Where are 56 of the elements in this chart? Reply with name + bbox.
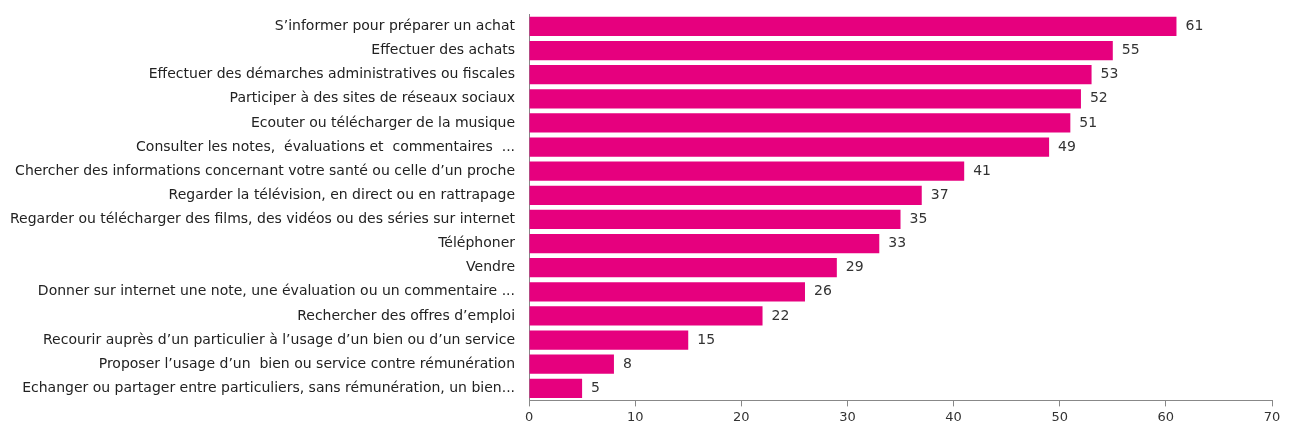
bar	[529, 89, 1081, 109]
x-tick-label: 10	[626, 408, 644, 424]
bar	[529, 161, 965, 181]
bar	[529, 113, 1071, 133]
y-tick-label: Regarder ou télécharger des films, des vidéos ou des séries sur internet	[9, 210, 516, 227]
y-tick-label: Effectuer des achats	[371, 41, 516, 58]
data-label: 41	[973, 161, 992, 178]
data-label: 37	[930, 185, 949, 202]
x-tick-label: 60	[1157, 408, 1175, 424]
bar	[529, 185, 922, 205]
y-tick-label: Chercher des informations concernant votre santé ou celle d’un proche	[15, 161, 516, 178]
y-tick-label: Effectuer des démarches administratives ou fiscales	[148, 65, 516, 82]
bar	[529, 65, 1092, 85]
data-label: 51	[1079, 113, 1098, 130]
x-tick-label: 50	[1051, 408, 1068, 424]
x-tick-label: 40	[945, 408, 962, 424]
y-tick-label: Echanger ou partager entre particuliers, sans rémunération, un bien...	[22, 378, 516, 395]
bar	[529, 354, 614, 374]
y-tick-label: Téléphoner	[437, 234, 516, 251]
y-tick-label: Vendre	[466, 258, 516, 275]
data-label: 33	[888, 234, 907, 251]
x-tick-label: 30	[839, 408, 856, 424]
data-label: 35	[909, 210, 928, 227]
y-tick-label: Rechercher des offres d’emploi	[297, 306, 516, 323]
data-label: 15	[697, 330, 716, 347]
data-label: 49	[1058, 137, 1076, 154]
y-tick-label: Participer à des sites de réseaux sociaux	[229, 89, 516, 106]
data-label: 22	[771, 306, 790, 323]
data-label: 61	[1185, 17, 1204, 34]
y-tick-label: Regarder la télévision, en direct ou en rattrapage	[168, 185, 516, 202]
y-tick-label: Proposer l’usage d’un bien ou service contre rémunération	[98, 354, 516, 371]
x-tick-label: 70	[1263, 408, 1281, 424]
data-label: 5	[591, 378, 601, 395]
x-tick-label: 20	[733, 408, 750, 424]
bar	[529, 306, 763, 326]
y-tick-label: S’informer pour préparer un achat	[274, 17, 516, 34]
y-tick-label: Recourir auprès d’un particulier à l’usage d’un bien ou d’un service	[43, 330, 516, 347]
bar	[529, 40, 1113, 61]
y-tick-label: Ecouter ou télécharger de la musique	[250, 113, 516, 130]
bar	[529, 137, 1050, 157]
data-label: 8	[622, 354, 632, 371]
data-label: 55	[1121, 41, 1140, 58]
data-label: 26	[813, 282, 832, 299]
y-tick-label: Donner sur internet une note, une évaluation ou un commentaire ...	[37, 282, 516, 299]
bar	[529, 330, 689, 350]
data-label: 52	[1089, 89, 1108, 106]
data-label: 53	[1100, 65, 1119, 82]
bar	[529, 209, 901, 230]
bar	[529, 16, 1177, 37]
bar	[529, 233, 880, 254]
y-tick-label: Consulter les notes, évaluations et commentaires ...	[136, 137, 516, 154]
bar	[529, 282, 805, 302]
x-tick-label: 0	[524, 408, 534, 424]
bar	[529, 378, 583, 398]
data-label: 29	[845, 258, 864, 275]
bar	[529, 258, 837, 278]
